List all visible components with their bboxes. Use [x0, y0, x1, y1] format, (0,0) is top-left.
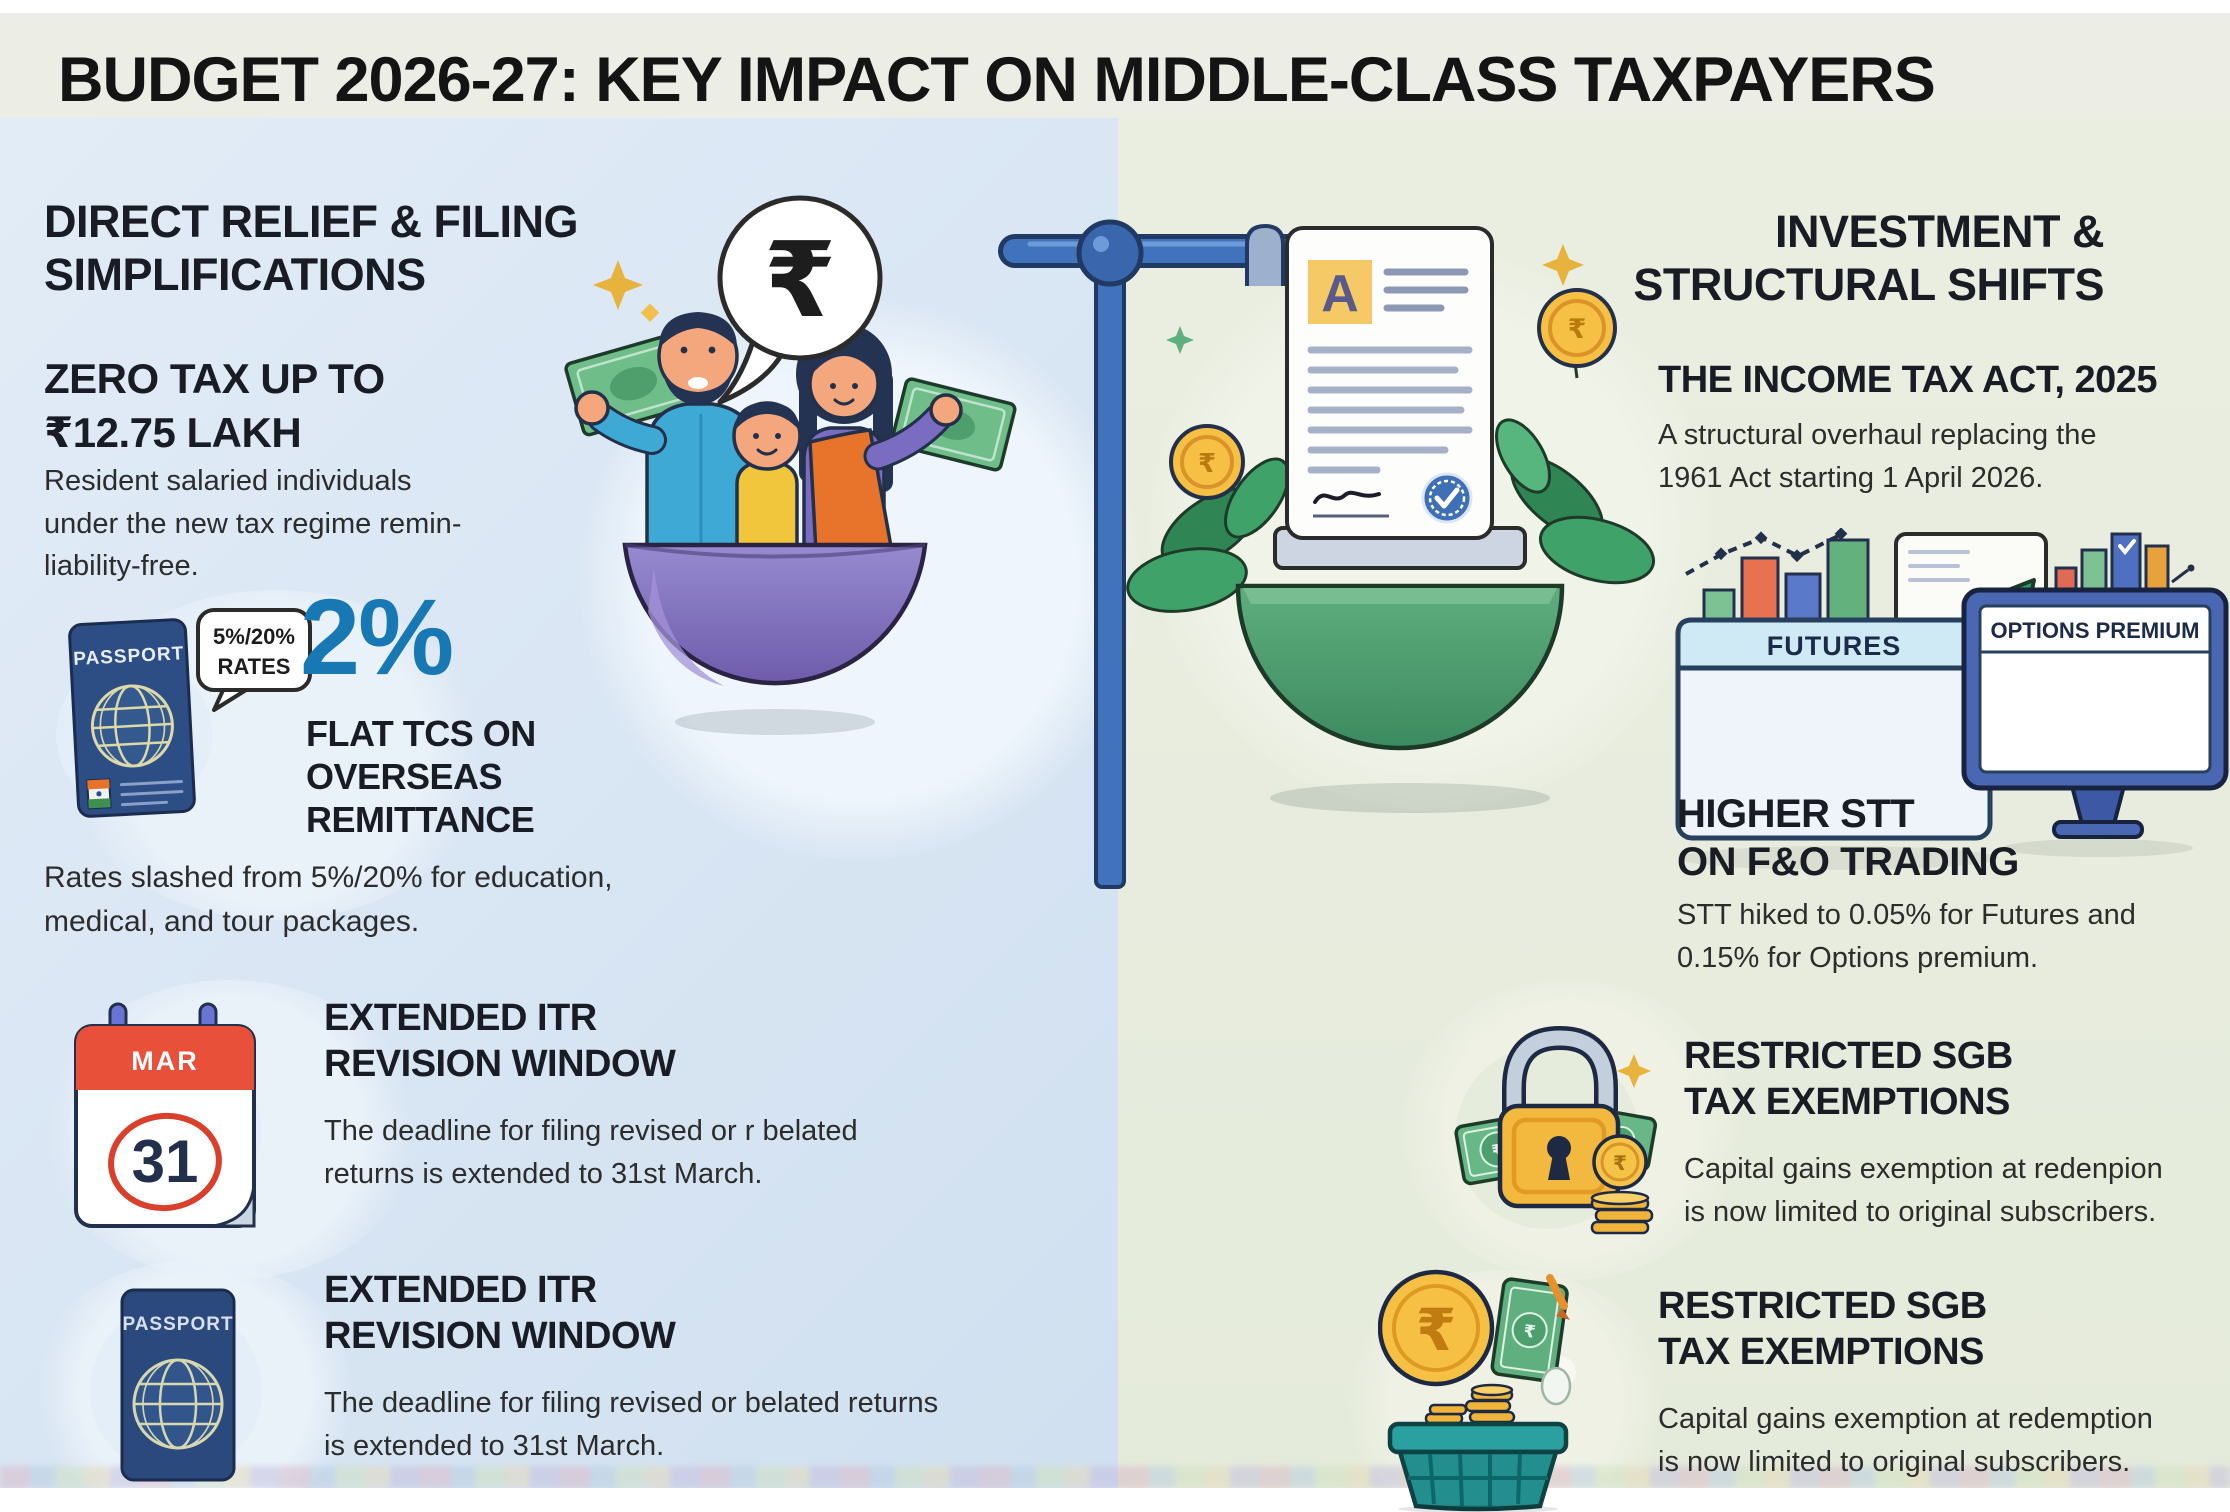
svg-text:₹: ₹: [1613, 1153, 1627, 1175]
options-monitor: OPTIONS PREMIUM: [1961, 587, 2229, 857]
tcs-heading: FLAT TCS ON OVERSEAS REMITTANCE: [306, 713, 536, 841]
document-letter: A: [1321, 265, 1359, 323]
right-column-heading: INVESTMENT & STRUCTURAL SHIFTS: [1633, 206, 2104, 310]
stt-body: STT hiked to 0.05% for Futures and 0.15%…: [1677, 899, 2136, 974]
globe-icon: [132, 1358, 224, 1450]
options-bar-chart: [2054, 532, 2170, 596]
itr-passport-body: The deadline for filing revised or belat…: [324, 1387, 939, 1462]
zero-tax-heading: ZERO TAX UP TO ₹12.75 LAKH: [44, 355, 385, 456]
verified-check-seal: [1421, 472, 1473, 524]
futures-label: FUTURES: [1767, 631, 1902, 661]
page-title: BUDGET 2026-27: KEY IMPACT ON MIDDLE-CLA…: [58, 45, 1936, 115]
stt-heading: HIGHER STT ON F&O TRADING: [1677, 792, 2019, 884]
futures-card: FUTURES: [1675, 617, 1993, 841]
svg-text:₹: ₹: [1568, 314, 1587, 344]
calendar-day: 31: [132, 1128, 199, 1195]
sparkle-icon: [640, 303, 660, 322]
coin-stack: [1424, 1383, 1516, 1425]
basket-body: [1396, 1449, 1560, 1512]
scale-hanger-hook: [1245, 223, 1285, 286]
rupee-coin: ₹: [1378, 1269, 1495, 1387]
basket-rim: [1387, 1421, 1569, 1455]
fo-trading-illustration: FUTURES OPTIONS PREMIUM: [1675, 528, 2229, 870]
sgb-lock-body: Capital gains exemption at redenpion is …: [1684, 1153, 2163, 1228]
tax-act-document: A: [1285, 226, 1494, 540]
money-note: ₹: [1490, 1277, 1569, 1383]
globe-icon: [90, 684, 174, 768]
income-tax-act-body: A structural overhaul replacing the 1961…: [1658, 419, 2097, 494]
svg-text:₹: ₹: [1198, 448, 1216, 478]
rupee-coin: ₹: [1169, 424, 1245, 500]
passport-icon: PASSPORT: [56, 618, 212, 818]
itr-calendar-body: The deadline for filing revised or r bel…: [324, 1115, 858, 1190]
futures-bar-chart: [1702, 538, 1870, 626]
options-premium-label: OPTIONS PREMIUM: [1990, 618, 2199, 643]
sparkle-icon: [1166, 326, 1194, 354]
svg-text:₹: ₹: [1522, 1321, 1536, 1341]
left-column-heading: DIRECT RELIEF & FILING SIMPLIFICATIONS: [44, 196, 579, 300]
decorative-bottom-strip: [0, 1466, 2230, 1488]
sgb-basket-heading: RESTRICTED SGB TAX EXEMPTIONS: [1658, 1285, 1987, 1373]
signature-squiggle: [1313, 490, 1381, 504]
passport-label: PASSPORT: [122, 1314, 233, 1335]
calendar-icon: MAR 31: [69, 1002, 261, 1228]
father-figure: [574, 312, 757, 554]
itr-calendar-heading: EXTENDED ITR REVISION WINDOW: [324, 997, 676, 1085]
calendar-month: MAR: [131, 1046, 199, 1076]
tcs-big-value: 2%: [300, 576, 454, 697]
purple-scale-bowl: [622, 542, 928, 686]
rates-bubble-line1: 5%/20%: [213, 624, 295, 649]
sgb-basket-body: Capital gains exemption at redemption is…: [1658, 1403, 2153, 1478]
income-tax-act-heading: THE INCOME TAX ACT, 2025: [1658, 359, 2157, 401]
green-scale-bowl: [1235, 583, 1565, 751]
bottom-white-bar: [0, 1488, 2230, 1512]
flag-icon: [86, 778, 112, 810]
rupee-symbol: ₹: [764, 223, 836, 339]
sparkle-icon: [1542, 244, 1584, 286]
sparkle-icon: [593, 260, 643, 310]
top-white-bar: [0, 0, 2230, 13]
rupee-coin: ₹: [1592, 1134, 1648, 1190]
rates-speech-bubble: 5%/20% RATES: [196, 608, 312, 712]
passport-icon: PASSPORT: [90, 1288, 262, 1482]
coin-stack: [1590, 1190, 1654, 1235]
rupee-speech-bubble: ₹: [717, 195, 883, 405]
scale-pivot: [1076, 219, 1144, 287]
gold-coin-basket-icon: ₹ ₹: [1378, 1269, 1576, 1512]
tcs-body: Rates slashed from 5%/20% for education,…: [44, 861, 613, 939]
sparkle-icon: [1617, 1054, 1651, 1088]
tax-act-document-in-scale-pan: ₹ ₹ A: [1126, 226, 1656, 813]
rates-bubble-line2: RATES: [218, 654, 291, 679]
itr-passport-heading: EXTENDED ITR REVISION WINDOW: [324, 1269, 676, 1357]
document-letter-box: [1308, 260, 1372, 324]
leaves: [1126, 418, 1656, 613]
rupee-coin: ₹: [1537, 288, 1617, 368]
zero-tax-body: Resident salaried individuals under the …: [44, 465, 462, 583]
coin-rupee-symbol: ₹: [1416, 1298, 1456, 1363]
padlock-with-money-icon: ₹ ₹: [1454, 1025, 1657, 1235]
sgb-lock-heading: RESTRICTED SGB TAX EXEMPTIONS: [1684, 1035, 2013, 1123]
